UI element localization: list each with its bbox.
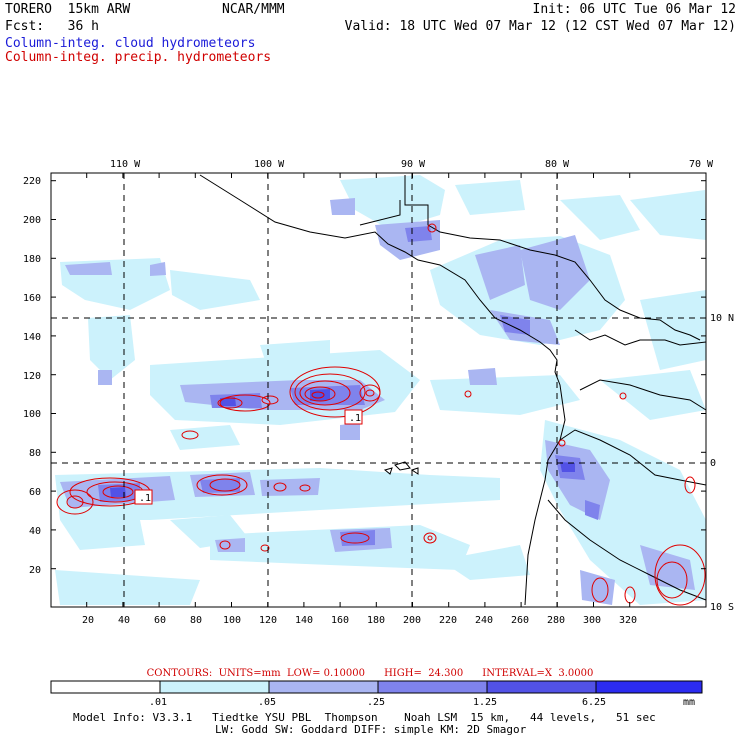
x-tick-240: 240: [475, 615, 494, 626]
yucatan-coastline: [404, 175, 701, 341]
contour-cluster-central: [289, 366, 381, 418]
coastline-layer: [199, 174, 707, 606]
colorbar-label-1: .05: [257, 697, 277, 708]
y-tick-20: 20: [29, 565, 42, 576]
y-tick-120: 120: [23, 371, 42, 382]
contour-cluster-east: [427, 223, 706, 606]
colorbar-label-0: .01: [148, 697, 168, 708]
colorbar-cell-3: [377, 680, 488, 694]
label-box-north: [344, 409, 363, 425]
init-time: Init: 06 UTC Tue 06 Mar 12: [532, 2, 737, 17]
y-tick-40: 40: [29, 526, 42, 537]
x-tick-40: 40: [118, 615, 131, 626]
colorbar-cell-2: [268, 680, 379, 694]
colorbar-label-2: .25: [366, 697, 386, 708]
x-tick-220: 220: [439, 615, 458, 626]
colorbar-label-3: 1.25: [472, 697, 498, 708]
galapagos: [383, 461, 419, 475]
y-tick-100: 100: [23, 409, 42, 420]
contour-cluster-west: [181, 394, 279, 440]
valid-time: Valid: 18 UTC Wed 07 Mar 12 (12 CST Wed …: [344, 19, 736, 34]
inland-border: [579, 379, 707, 411]
x-tick-80: 80: [190, 615, 203, 626]
organization-label: NCAR/MMM: [222, 2, 285, 17]
precip-field-label: Column-integ. precip. hydrometeors: [5, 50, 272, 65]
y-tick-200: 200: [23, 215, 42, 226]
colorbar-cell-0: [50, 680, 161, 694]
lon-label-110w: 110 W: [110, 159, 141, 170]
model-info-line2: LW: Godd SW: Goddard DIFF: simple KM: 2D…: [215, 723, 527, 736]
x-tick-260: 260: [511, 615, 530, 626]
lat-label-0: 0: [710, 458, 717, 469]
map-frame: [50, 172, 707, 608]
colorbar: [50, 680, 703, 694]
label-box-south: [134, 489, 153, 505]
x-tick-120: 120: [259, 615, 278, 626]
axis-tick-marks: [51, 173, 706, 607]
y-tick-160: 160: [23, 293, 42, 304]
mexico-coastline: [199, 174, 566, 606]
lon-label-80w: 80 W: [545, 159, 570, 170]
model-info-line1: Model Info: V3.3.1 Tiedtke YSU PBL Thomp…: [73, 711, 656, 724]
lon-label-90w: 90 W: [401, 159, 426, 170]
x-tick-200: 200: [403, 615, 422, 626]
y-tick-60: 60: [29, 487, 42, 498]
cloud-field-label: Column-integ. cloud hydrometeors: [5, 36, 256, 51]
cloud-hydrometeor-fill-layer: [55, 175, 706, 605]
x-tick-140: 140: [295, 615, 314, 626]
peru-border: [547, 499, 707, 601]
colorbar-cell-4: [486, 680, 597, 694]
colorbar-cells: [50, 680, 703, 694]
label-box-north-text: .1: [349, 413, 361, 424]
y-tick-140: 140: [23, 332, 42, 343]
x-tick-160: 160: [331, 615, 350, 626]
precip-contour-layer: [56, 223, 706, 606]
contour-info-line: CONTOURS: UNITS=mm LOW= 0.10000 HIGH= 24…: [146, 668, 594, 679]
x-tick-20: 20: [82, 615, 95, 626]
x-tick-300: 300: [583, 615, 602, 626]
y-tick-220: 220: [23, 176, 42, 187]
x-tick-320: 320: [619, 615, 638, 626]
south-america-coastline: [574, 329, 707, 346]
x-tick-280: 280: [547, 615, 566, 626]
lon-label-100w: 100 W: [254, 159, 285, 170]
lat-label-10s: 10 S: [710, 602, 735, 613]
y-tick-80: 80: [29, 448, 42, 459]
colorbar-unit: mm: [682, 697, 696, 708]
contour-cluster-south: [219, 532, 437, 552]
andes-border: [559, 429, 707, 486]
colorbar-label-4: 6.25: [581, 697, 607, 708]
y-tick-180: 180: [23, 254, 42, 265]
model-title: TORERO 15km ARW: [5, 2, 131, 17]
colorbar-cell-1: [159, 680, 270, 694]
label-box-south-text: .1: [139, 493, 151, 504]
lat-label-10n: 10 N: [710, 313, 735, 324]
border-line: [359, 200, 401, 226]
forecast-hour: Fcst: 36 h: [5, 19, 99, 34]
x-tick-100: 100: [223, 615, 242, 626]
lon-label-70w: 70 W: [689, 159, 714, 170]
x-tick-60: 60: [154, 615, 167, 626]
x-tick-180: 180: [367, 615, 386, 626]
colorbar-cell-5: [595, 680, 703, 694]
